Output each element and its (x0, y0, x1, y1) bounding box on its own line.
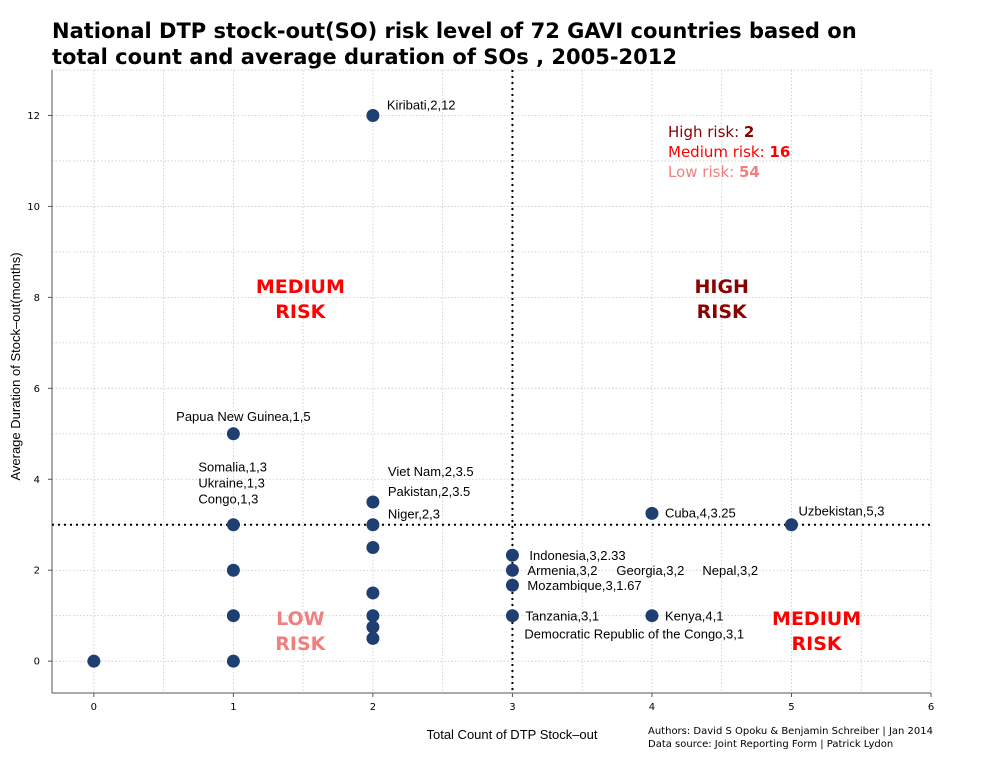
threshold-lines (52, 70, 931, 693)
legend-label: High risk: (668, 123, 744, 141)
point-labels: Kiribati,2,12 Papua New Guinea,1,5 Somalia… (176, 97, 884, 641)
x-tick-label: 0 (91, 702, 97, 713)
x-tick-label: 5 (788, 702, 794, 713)
quadrant-label-line: RISK (792, 633, 843, 655)
legend-entry-high: High risk: 2 (668, 123, 754, 141)
quadrant-label-line: RISK (275, 633, 326, 655)
quadrant-label-medium: MEDIUM RISK (256, 276, 345, 323)
point-label: Georgia,3,2 (616, 563, 684, 578)
data-point (366, 108, 380, 122)
legend-count: 16 (769, 143, 790, 161)
point-label: Kiribati,2,12 (387, 97, 456, 112)
x-tick-label: 1 (230, 702, 236, 713)
quadrant-label-line: MEDIUM (772, 608, 861, 630)
data-point (366, 540, 380, 554)
data-point (226, 654, 240, 668)
y-tick-label: 2 (34, 566, 40, 577)
point-label: Viet Nam,2,3.5 (388, 464, 474, 479)
y-tick-label: 12 (27, 111, 40, 122)
data-point (226, 609, 240, 623)
source-text: Data source: Joint Reporting Form | Patr… (648, 739, 894, 750)
credits: Authors: David S Opoku & Benjamin Schrei… (648, 725, 933, 751)
data-point (366, 609, 380, 623)
data-point (505, 578, 519, 592)
point-label: Democratic Republic of the Congo,3,1 (524, 627, 744, 642)
data-point (505, 548, 519, 562)
point-label: Congo,1,3 (198, 492, 258, 507)
point-label: Papua New Guinea,1,5 (176, 409, 310, 424)
quadrant-label-low: LOW RISK (275, 608, 326, 655)
legend-count: 54 (739, 163, 760, 181)
data-point (366, 586, 380, 600)
x-tick-label: 6 (928, 702, 934, 713)
point-label: Mozambique,3,1.67 (527, 578, 641, 593)
data-point (505, 563, 519, 577)
quadrant-label-line: RISK (275, 301, 326, 323)
data-point (366, 518, 380, 532)
quadrant-label-line: MEDIUM (256, 276, 345, 298)
point-label: Nepal,3,2 (702, 563, 758, 578)
y-tick-label: 0 (34, 657, 40, 668)
point-label: Indonesia,3,2.33 (529, 548, 625, 563)
data-point (226, 563, 240, 577)
data-point (226, 518, 240, 532)
data-point (226, 427, 240, 441)
quadrant-label-line: LOW (276, 608, 325, 630)
point-label: Niger,2,3 (388, 507, 440, 522)
chart-title-line-1: National DTP stock-out(SO) risk level of… (52, 19, 857, 43)
quadrant-labels: MEDIUM RISK HIGH RISK LOW RISK MEDIUM RISK (256, 276, 861, 655)
chart-title: National DTP stock-out(SO) risk level of… (52, 18, 972, 70)
point-label: Pakistan,2,3.5 (388, 484, 470, 499)
data-points (87, 108, 798, 668)
data-point (505, 609, 519, 623)
data-point (784, 518, 798, 532)
authors-text: Authors: David S Opoku & Benjamin Schrei… (648, 726, 933, 737)
point-label: Cuba,4,3.25 (665, 505, 736, 520)
point-label: Kenya,4,1 (665, 609, 724, 624)
x-axis-title: Total Count of DTP Stock–out (426, 727, 597, 742)
y-tick-label: 8 (34, 293, 40, 304)
grid (52, 69, 932, 693)
chart-title-line-2: total count and average duration of SOs … (52, 45, 677, 69)
legend-label: Low risk: (668, 163, 739, 181)
y-axis-title: Average Duration of Stock–out(months) (8, 252, 23, 480)
data-point (87, 654, 101, 668)
legend-label: Medium risk: (668, 143, 769, 161)
quadrant-label-medium: MEDIUM RISK (772, 608, 861, 655)
y-tick-label: 10 (27, 202, 40, 213)
x-tick-label: 3 (509, 702, 515, 713)
y-tick-label: 6 (34, 384, 40, 395)
data-point (366, 631, 380, 645)
point-label: Uzbekistan,5,3 (798, 504, 884, 519)
legend-entry-medium: Medium risk: 16 (668, 143, 790, 161)
point-label: Armenia,3,2 (527, 563, 597, 578)
legend-entry-low: Low risk: 54 (668, 163, 760, 181)
risk-legend: High risk: 2 Medium risk: 16 Low risk: 54 (668, 123, 790, 181)
data-point (366, 495, 380, 509)
quadrant-label-line: HIGH (694, 276, 748, 298)
data-point (645, 609, 659, 623)
point-label: Somalia,1,3 (198, 460, 267, 475)
quadrant-label-high: HIGH RISK (694, 276, 748, 323)
quadrant-label-line: RISK (697, 301, 748, 323)
point-label: Ukraine,1,3 (198, 476, 264, 491)
data-point (645, 506, 659, 520)
legend-count: 2 (744, 123, 754, 141)
data-point (366, 620, 380, 634)
x-tick-label: 2 (370, 702, 376, 713)
y-tick-label: 4 (34, 475, 40, 486)
x-tick-label: 4 (649, 702, 655, 713)
point-label: Tanzania,3,1 (525, 609, 599, 624)
